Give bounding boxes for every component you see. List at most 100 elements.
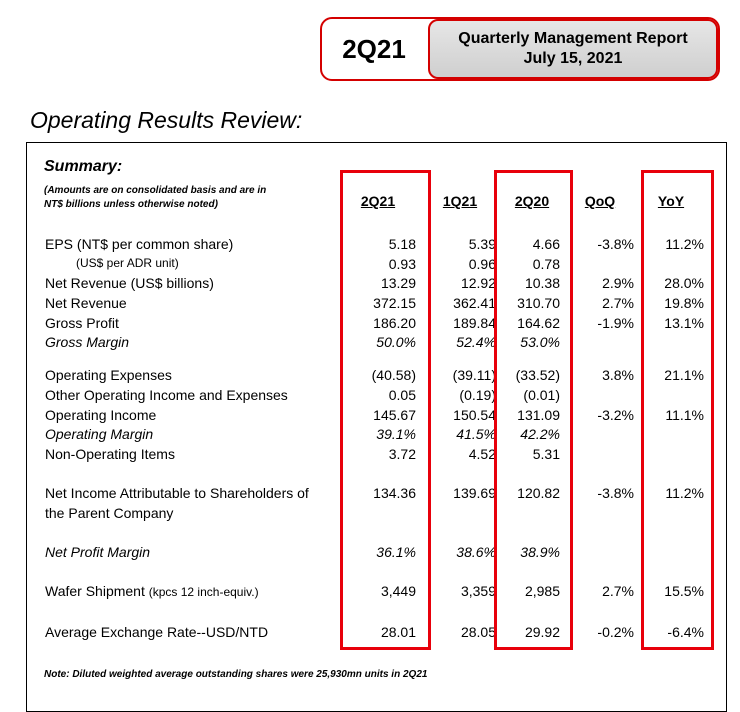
cell-1q21: 150.54 bbox=[453, 407, 496, 423]
cell-2q21: 0.93 bbox=[388, 256, 416, 272]
report-title-box: Quarterly Management Report July 15, 202… bbox=[428, 19, 718, 79]
cell-qoq: 3.8% bbox=[602, 367, 634, 383]
cell-2q20: 38.9% bbox=[520, 544, 560, 560]
row-label: Net Revenue (US$ billions) bbox=[45, 275, 214, 291]
table-row: (US$ per ADR unit) 0.93 0.96 0.78 bbox=[0, 256, 740, 276]
table-row: EPS (NT$ per common share) 5.18 5.39 4.6… bbox=[0, 236, 740, 256]
cell-2q20: 10.38 bbox=[524, 275, 560, 291]
cell-2q21: 3.72 bbox=[388, 446, 416, 462]
table-row: Wafer Shipment (kpcs 12 inch-equiv.) 3,4… bbox=[0, 583, 740, 603]
row-label: Operating Margin bbox=[45, 426, 154, 442]
row-label: Wafer Shipment (kpcs 12 inch-equiv.) bbox=[45, 583, 259, 599]
cell-2q20: 120.82 bbox=[517, 485, 560, 501]
cell-1q21: 139.69 bbox=[453, 485, 496, 501]
cell-qoq: -3.8% bbox=[597, 485, 634, 501]
cell-2q20: 5.31 bbox=[532, 446, 560, 462]
footnote: Note: Diluted weighted average outstandi… bbox=[44, 669, 428, 680]
cell-2q21: 145.67 bbox=[373, 407, 416, 423]
cell-qoq: -3.8% bbox=[597, 236, 634, 252]
cell-yoy: 11.2% bbox=[665, 485, 704, 501]
cell-2q20: 4.66 bbox=[532, 236, 560, 252]
cell-1q21: (39.11) bbox=[452, 367, 496, 383]
cell-2q21: 39.1% bbox=[376, 426, 416, 442]
cell-2q20: 42.2% bbox=[520, 426, 560, 442]
cell-2q21: 134.36 bbox=[373, 485, 416, 501]
table-row: Operating Margin 39.1% 41.5% 42.2% bbox=[0, 426, 740, 446]
row-label: Operating Income bbox=[45, 407, 157, 423]
report-title: Quarterly Management Report bbox=[458, 30, 688, 47]
cell-1q21: 189.84 bbox=[453, 315, 496, 331]
row-label: Operating Expenses bbox=[45, 367, 172, 383]
cell-1q21: 0.96 bbox=[468, 256, 496, 272]
report-period: 2Q21 bbox=[342, 33, 406, 64]
cell-1q21: (0.19) bbox=[459, 387, 496, 403]
table-row: Net Revenue (US$ billions) 13.29 12.92 1… bbox=[0, 275, 740, 295]
cell-2q20: 310.70 bbox=[517, 295, 560, 311]
cell-2q21: 36.1% bbox=[376, 544, 416, 560]
table-row: the Parent Company bbox=[0, 505, 740, 525]
cell-1q21: 12.92 bbox=[460, 275, 496, 291]
cell-2q20: 2,985 bbox=[524, 583, 560, 599]
column-header-1q21: 1Q21 bbox=[442, 193, 478, 209]
column-header-qoq: QoQ bbox=[584, 193, 616, 209]
cell-1q21: 52.4% bbox=[456, 334, 496, 350]
cell-1q21: 5.39 bbox=[468, 236, 496, 252]
cell-2q21: 372.15 bbox=[373, 295, 416, 311]
highlight-box-yoy bbox=[641, 170, 714, 650]
cell-yoy: 13.1% bbox=[664, 315, 704, 331]
highlight-box-2q20 bbox=[494, 170, 573, 650]
cell-qoq: -1.9% bbox=[597, 315, 634, 331]
cell-2q21: 3,449 bbox=[380, 583, 416, 599]
row-label: EPS (NT$ per common share) bbox=[45, 236, 234, 252]
summary-title: Summary: bbox=[44, 158, 123, 175]
table-row: Non-Operating Items 3.72 4.52 5.31 bbox=[0, 446, 740, 466]
table-row: Gross Margin 50.0% 52.4% 53.0% bbox=[0, 334, 740, 354]
table-row: Net Income Attributable to Shareholders … bbox=[0, 485, 740, 505]
cell-qoq: 2.7% bbox=[602, 295, 634, 311]
cell-1q21: 4.52 bbox=[468, 446, 496, 462]
cell-qoq: 2.7% bbox=[602, 583, 634, 599]
summary-note-line: (Amounts are on consolidated basis and a… bbox=[44, 185, 267, 196]
cell-1q21: 41.5% bbox=[456, 426, 496, 442]
cell-qoq: -0.2% bbox=[597, 624, 634, 640]
column-header-2q21: 2Q21 bbox=[360, 193, 396, 209]
cell-yoy: 15.5% bbox=[664, 583, 704, 599]
row-label: Net Revenue bbox=[45, 295, 127, 311]
row-label: Average Exchange Rate--USD/NTD bbox=[45, 624, 269, 640]
cell-2q20: (0.01) bbox=[523, 387, 560, 403]
cell-yoy: 28.0% bbox=[664, 275, 704, 291]
row-label: Other Operating Income and Expenses bbox=[45, 387, 288, 403]
cell-1q21: 3,359 bbox=[460, 583, 496, 599]
row-label-main: Wafer Shipment bbox=[45, 583, 145, 599]
cell-2q20: 131.09 bbox=[517, 407, 560, 423]
table-row: Operating Expenses (40.58) (39.11) (33.5… bbox=[0, 367, 740, 387]
row-label: Net Income Attributable to Shareholders … bbox=[45, 485, 309, 501]
cell-qoq: -3.2% bbox=[597, 407, 634, 423]
cell-2q21: 28.01 bbox=[380, 624, 416, 640]
cell-2q21: 50.0% bbox=[376, 334, 416, 350]
cell-2q20: 0.78 bbox=[532, 256, 560, 272]
cell-yoy: 11.2% bbox=[665, 236, 704, 252]
row-label: Non-Operating Items bbox=[45, 446, 175, 462]
cell-2q20: 164.62 bbox=[517, 315, 560, 331]
row-label: Gross Profit bbox=[45, 315, 119, 331]
cell-qoq: 2.9% bbox=[602, 275, 634, 291]
cell-yoy: -6.4% bbox=[667, 624, 704, 640]
row-label: Gross Margin bbox=[45, 334, 130, 350]
cell-2q20: (33.52) bbox=[515, 367, 560, 383]
table-row: Operating Income 145.67 150.54 131.09 -3… bbox=[0, 407, 740, 427]
table-row: Gross Profit 186.20 189.84 164.62 -1.9% … bbox=[0, 315, 740, 335]
cell-1q21: 38.6% bbox=[456, 544, 496, 560]
table-row: Net Revenue 372.15 362.41 310.70 2.7% 19… bbox=[0, 295, 740, 315]
section-title: Operating Results Review: bbox=[30, 107, 303, 133]
row-label: (US$ per ADR unit) bbox=[76, 256, 179, 270]
row-label: Net Profit Margin bbox=[45, 544, 151, 560]
cell-2q20: 53.0% bbox=[520, 334, 560, 350]
summary-note: (Amounts are on consolidated basis and a… bbox=[44, 184, 266, 212]
cell-yoy: 21.1% bbox=[664, 367, 704, 383]
highlight-box-2q21 bbox=[340, 170, 431, 650]
cell-yoy: 19.8% bbox=[664, 295, 704, 311]
summary-note-line: NT$ billions unless otherwise noted) bbox=[44, 199, 218, 210]
cell-1q21: 28.05 bbox=[460, 624, 496, 640]
row-label-unit: (kpcs 12 inch-equiv.) bbox=[148, 585, 259, 599]
